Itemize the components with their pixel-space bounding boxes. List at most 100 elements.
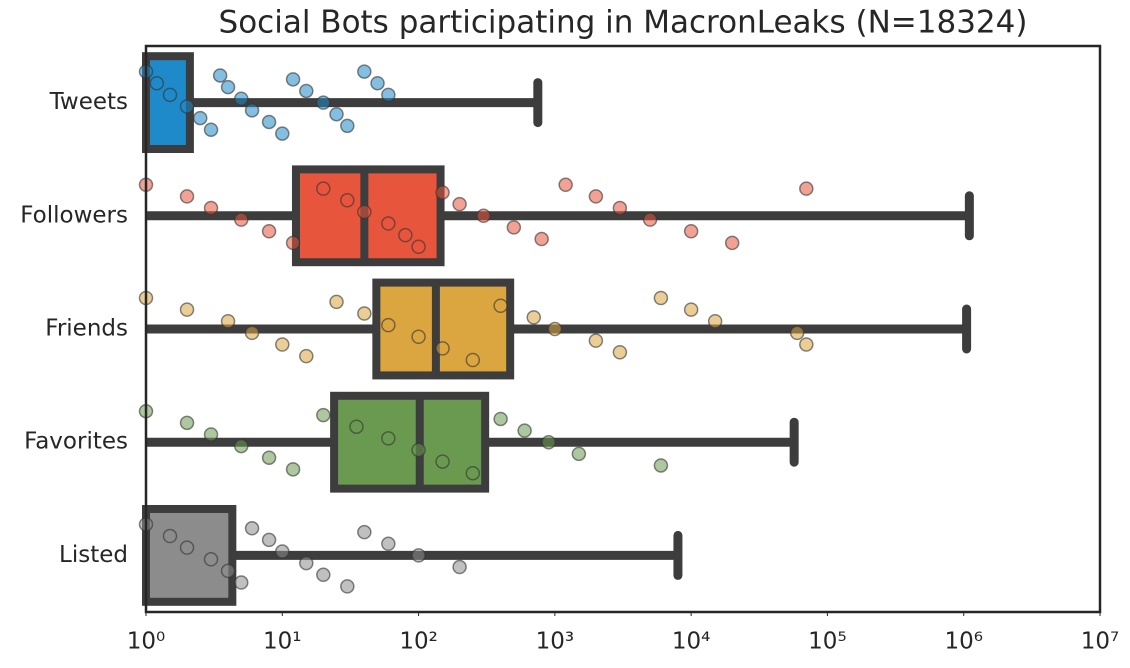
point <box>612 345 628 360</box>
point <box>234 91 249 106</box>
point <box>411 442 426 458</box>
x-tick-label: 10⁵ <box>808 629 847 655</box>
point <box>452 196 467 212</box>
point <box>653 290 669 306</box>
point <box>179 415 195 431</box>
point <box>285 72 301 87</box>
x-tick-label: 10⁷ <box>1081 629 1120 655</box>
box-group <box>138 391 799 493</box>
point <box>179 302 195 317</box>
x-tick-label: 10⁶ <box>944 629 983 655</box>
point <box>316 95 331 110</box>
point <box>192 110 208 126</box>
x-tick-label: 10⁴ <box>672 629 711 655</box>
point <box>285 462 301 477</box>
point <box>476 208 491 224</box>
point <box>357 306 372 321</box>
point <box>724 235 740 251</box>
box <box>330 391 490 493</box>
point <box>381 317 396 333</box>
point <box>299 83 314 99</box>
point <box>547 321 563 337</box>
point <box>275 337 290 352</box>
point <box>244 325 260 341</box>
point <box>244 103 260 118</box>
y-tick-label: Listed <box>59 542 128 568</box>
point <box>558 177 573 193</box>
plot-frame <box>144 44 1102 614</box>
point <box>411 239 426 255</box>
point <box>275 126 290 141</box>
x-tick-label: 10³ <box>536 629 575 655</box>
point <box>381 216 396 231</box>
point <box>435 185 450 200</box>
point <box>299 348 314 364</box>
point <box>541 434 556 450</box>
point <box>612 200 628 216</box>
point <box>203 427 219 442</box>
point <box>234 438 249 454</box>
point <box>285 235 301 251</box>
point <box>316 181 331 196</box>
box <box>142 504 237 606</box>
point <box>653 458 669 473</box>
point <box>526 310 541 325</box>
point <box>349 419 364 434</box>
x-tick-label: 10² <box>399 629 438 655</box>
x-tick-label: 10⁰ <box>127 629 166 655</box>
point <box>234 575 249 590</box>
point <box>203 122 219 137</box>
point <box>370 75 385 91</box>
point <box>234 212 249 227</box>
point <box>435 454 450 469</box>
point <box>340 118 355 134</box>
point <box>411 329 426 344</box>
point <box>435 341 450 356</box>
point <box>149 75 165 91</box>
y-tick-label: Tweets <box>49 89 128 115</box>
point <box>261 114 277 130</box>
point <box>275 544 290 559</box>
point <box>299 555 314 571</box>
point <box>220 314 236 329</box>
point <box>340 193 355 208</box>
box-group <box>138 52 543 154</box>
point <box>381 431 396 446</box>
point <box>329 106 344 122</box>
point <box>683 224 699 239</box>
point <box>493 411 508 427</box>
point <box>179 189 195 204</box>
point <box>642 212 658 227</box>
point <box>517 423 532 438</box>
point <box>244 521 260 536</box>
point <box>261 450 277 465</box>
point <box>340 579 355 594</box>
box <box>372 278 515 380</box>
point <box>493 298 508 313</box>
point <box>316 407 331 423</box>
point <box>452 559 467 575</box>
point <box>179 540 195 555</box>
y-tick-label: Friends <box>45 316 128 342</box>
point <box>357 204 372 220</box>
box-group <box>138 165 974 267</box>
point <box>316 567 331 583</box>
point <box>381 87 396 103</box>
point <box>162 87 178 103</box>
point <box>789 325 805 341</box>
point <box>261 532 277 548</box>
point <box>588 333 604 348</box>
point <box>683 302 699 317</box>
point <box>398 227 413 243</box>
point <box>357 524 372 540</box>
point <box>203 552 219 567</box>
point <box>534 231 549 247</box>
point <box>411 548 426 563</box>
x-tick-label: 10¹ <box>263 629 302 655</box>
chart-title: Social Bots participating in MacronLeaks… <box>219 5 1028 41</box>
point <box>329 294 344 310</box>
point <box>179 99 195 114</box>
box-group <box>138 278 972 380</box>
point <box>203 200 219 216</box>
